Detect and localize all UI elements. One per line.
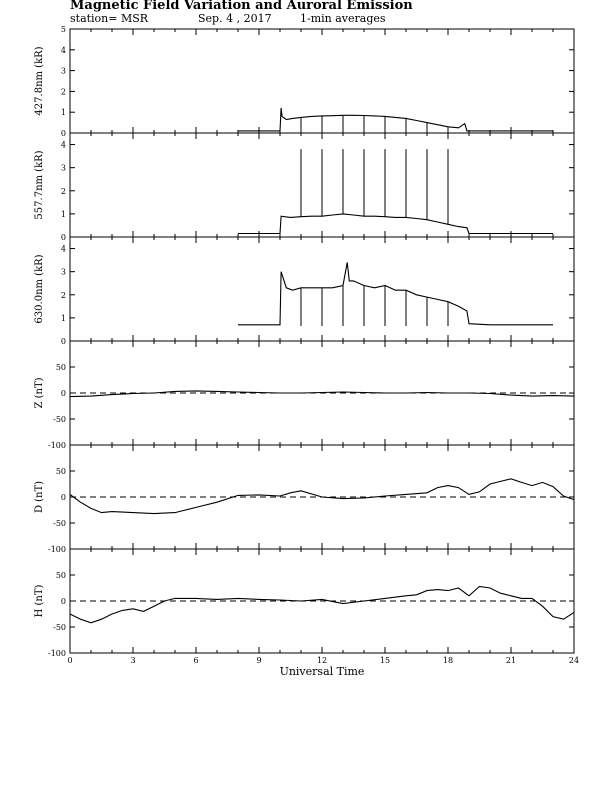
y-tick-label: 4	[61, 46, 66, 55]
y-tick-label: -100	[48, 441, 66, 450]
y-tick-label: 0	[61, 597, 66, 606]
y-tick-label: 2	[61, 87, 66, 96]
y-tick-label: -50	[53, 623, 66, 632]
y-axis-label: D (nT)	[34, 481, 45, 513]
series-line	[69, 478, 575, 515]
y-tick-label: -50	[53, 519, 66, 528]
y-axis-label: 557.7nm (kR)	[34, 150, 45, 219]
y-tick-label: 3	[61, 268, 66, 277]
y-tick-label: 5	[61, 25, 66, 34]
series-line	[69, 585, 575, 624]
averaging-label: 1-min averages	[300, 12, 386, 25]
date-label: Sep. 4 , 2017	[198, 12, 272, 25]
x-tick-label: 15	[380, 656, 390, 665]
y-tick-label: 1	[61, 108, 66, 117]
y-axis-label: 427.8nm (kR)	[34, 46, 45, 115]
x-tick-label: 12	[317, 656, 327, 665]
x-tick-label: 3	[130, 656, 135, 665]
y-tick-label: -100	[48, 545, 66, 554]
y-tick-label: 50	[56, 467, 66, 476]
y-tick-label: 50	[56, 571, 66, 580]
series-line	[238, 213, 553, 235]
y-tick-label: 2	[61, 291, 66, 300]
station-label: station= MSR	[70, 12, 149, 25]
figure-title: Magnetic Field Variation and Auroral Emi…	[70, 0, 413, 13]
y-tick-label: 50	[56, 363, 66, 372]
x-axis-label: Universal Time	[280, 665, 365, 678]
y-tick-label: -50	[53, 415, 66, 424]
y-tick-label: 0	[61, 129, 66, 138]
y-tick-label: 4	[61, 141, 66, 150]
y-tick-label: 4	[61, 245, 66, 254]
y-tick-label: -100	[48, 649, 66, 658]
y-tick-label: 0	[61, 337, 66, 346]
x-tick-label: 6	[193, 656, 198, 665]
y-axis-label: H (nT)	[34, 584, 45, 617]
x-tick-label: 24	[569, 656, 579, 665]
y-tick-label: 0	[61, 493, 66, 502]
y-tick-label: 0	[61, 389, 66, 398]
series-line	[69, 390, 575, 398]
y-tick-label: 0	[61, 233, 66, 242]
y-tick-label: 1	[61, 314, 66, 323]
y-axis-label: 630.0nm (kR)	[34, 254, 45, 323]
x-tick-label: 9	[256, 656, 261, 665]
panel-mag-h: -100 -50 0 50 H (nT) 0 3 6 9 12 15 18 21 24 Universal …	[34, 548, 579, 678]
panel-auroral-557: 0 1 2 3 4 557.7nm (kR)	[34, 132, 575, 242]
x-tick-label: 18	[443, 656, 453, 665]
y-tick-label: 3	[61, 67, 66, 76]
panel-auroral-427: 0 1 2 3 4 5 427.8nm (kR)	[34, 25, 575, 138]
x-tick-label: 21	[506, 656, 516, 665]
y-tick-label: 2	[61, 187, 66, 196]
y-axis-label: Z (nT)	[34, 377, 45, 408]
y-tick-label: 3	[61, 164, 66, 173]
y-tick-label: 1	[61, 210, 66, 219]
series-line	[238, 262, 553, 326]
x-tick-label: 0	[67, 656, 72, 665]
